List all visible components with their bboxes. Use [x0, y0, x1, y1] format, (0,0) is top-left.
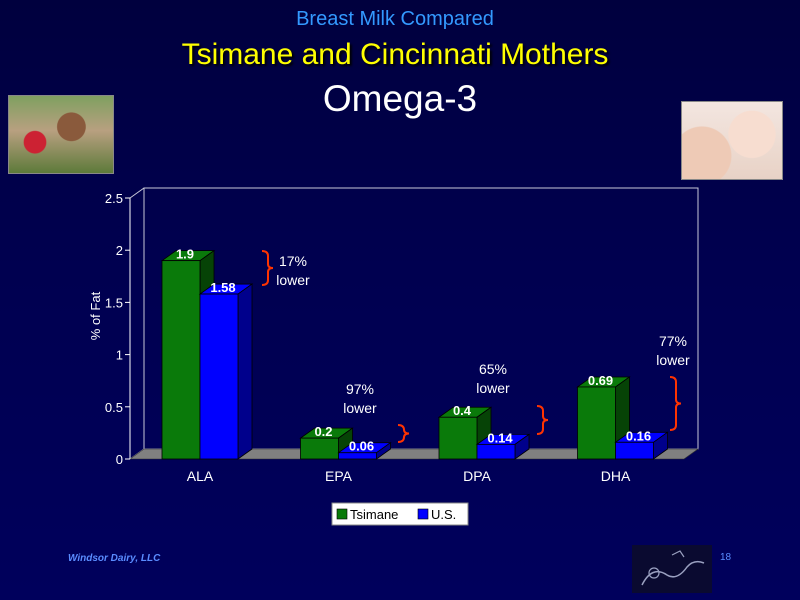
annotation-text-ala: lower	[276, 272, 310, 288]
y-tick-label: 2.5	[105, 191, 123, 206]
annotation-text-epa: lower	[343, 400, 377, 416]
y-tick-label: 2	[116, 243, 123, 258]
data-label-us-ala: 1.58	[210, 280, 235, 295]
slide-topic: Omega-3	[322, 78, 478, 119]
y-tick-label: 1.5	[105, 295, 123, 310]
bar-tsimane-epa	[300, 437, 339, 460]
page-number: 18	[720, 552, 732, 563]
data-label-tsimane-dha: 0.69	[588, 373, 613, 388]
bar-us-dha	[615, 441, 654, 460]
y-tick-label: 1	[116, 348, 123, 363]
slide-title: Tsimane and Cincinnati Mothers	[181, 38, 609, 71]
legend-box	[331, 502, 469, 526]
annotation-brace-epa	[397, 424, 410, 443]
data-label-us-epa: 0.06	[349, 439, 374, 454]
x-tick-label-dpa: DPA	[463, 468, 491, 484]
data-label-tsimane-epa: 0.2	[314, 424, 332, 439]
data-label-us-dpa: 0.14	[487, 430, 513, 445]
annotation-text-dha: 77%	[659, 333, 687, 349]
bar-us-dpa	[476, 443, 516, 460]
legend-swatch-us	[417, 508, 429, 520]
annotation-text-ala: 17%	[279, 253, 307, 269]
data-label-us-dha: 0.16	[626, 428, 651, 443]
x-tick-label-epa: EPA	[325, 468, 353, 484]
annotation-brace-ala	[261, 250, 274, 286]
annotation-text-epa: 97%	[346, 381, 374, 397]
dairy-logo-icon	[632, 545, 712, 593]
data-label-tsimane-dpa: 0.4	[453, 403, 472, 418]
annotation-brace-dha	[669, 376, 682, 431]
y-tick-label: 0.5	[105, 400, 123, 415]
slide-subtitle: Breast Milk Compared	[296, 8, 494, 30]
annotation-text-dpa: 65%	[479, 361, 507, 377]
x-tick-label-dha: DHA	[601, 468, 631, 484]
y-tick-label: 0	[116, 452, 123, 467]
bar-us-epa	[338, 452, 377, 460]
x-tick-label-ala: ALA	[187, 468, 214, 484]
bar-us-ala	[199, 293, 239, 460]
bar-tsimane-dha	[577, 386, 616, 460]
chart-side-edge	[129, 187, 145, 199]
nursing-baby-photo	[681, 101, 783, 180]
legend-label-tsimane: Tsimane	[350, 507, 398, 522]
annotation-brace-dpa	[536, 405, 549, 435]
y-axis-label: % of Fat	[88, 291, 103, 340]
legend-swatch-tsimane	[336, 508, 348, 520]
company-name: Windsor Dairy, LLC	[68, 553, 161, 564]
annotation-text-dha: lower	[656, 352, 690, 368]
annotation-text-dpa: lower	[476, 380, 510, 396]
legend-label-us: U.S.	[431, 507, 456, 522]
data-label-tsimane-ala: 1.9	[176, 247, 194, 262]
tsimane-mother-photo	[8, 95, 114, 174]
bar-side-us-ala	[237, 283, 253, 460]
bar-tsimane-dpa	[438, 416, 478, 460]
bar-tsimane-ala	[161, 260, 201, 460]
